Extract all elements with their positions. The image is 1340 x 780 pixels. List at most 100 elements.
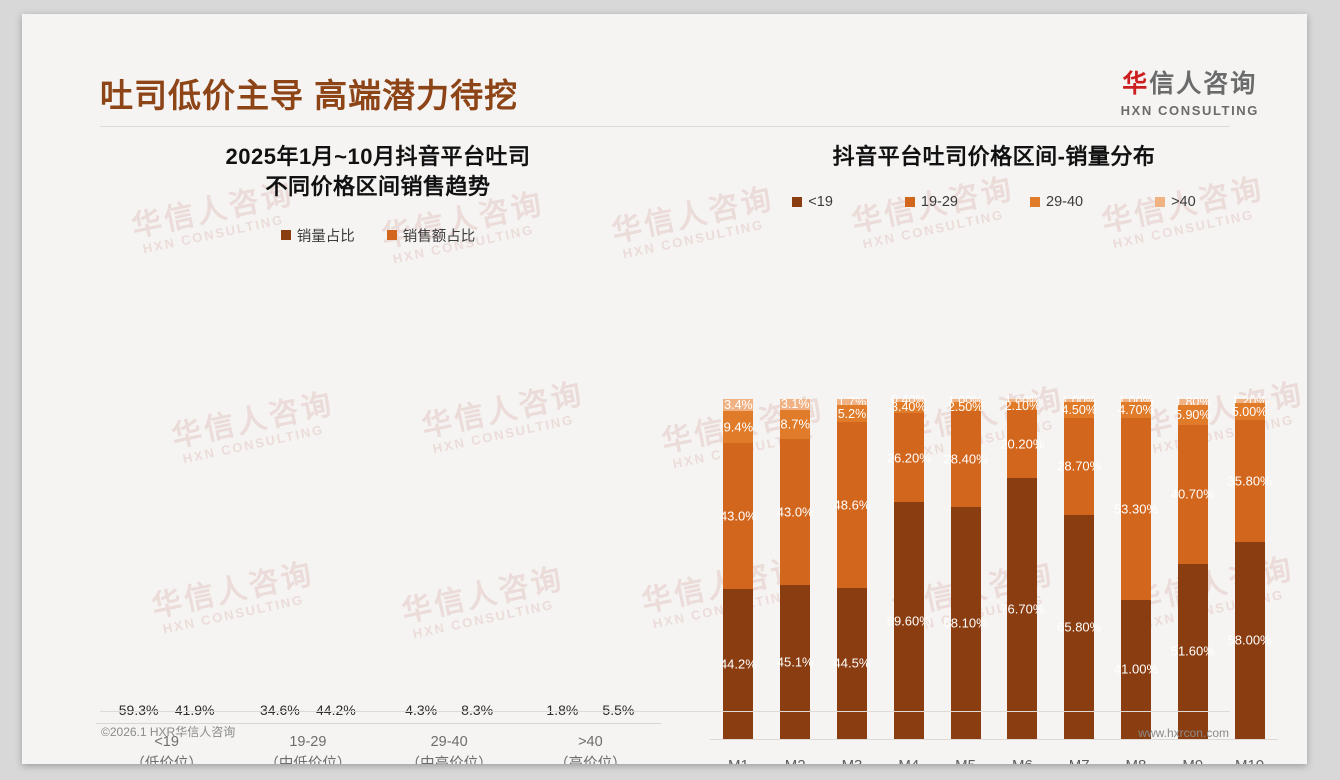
- segment-value-label: 3.1%: [780, 397, 810, 412]
- x-axis-label-range: 29-40: [430, 734, 468, 750]
- stacked-column: 1.80% 5.90% 40.70% 51.60%: [1164, 395, 1221, 739]
- segment-value-label: 68.10%: [943, 615, 988, 631]
- stacked-bar[interactable]: 3.4% 9.4% 43.0% 44.2%: [720, 397, 757, 739]
- x-axis-label: M1: [710, 757, 767, 764]
- legend-item->40[interactable]: >40: [1155, 194, 1196, 210]
- stack-segment->40[interactable]: 3.4%: [723, 397, 754, 412]
- slide-canvas: 华信人咨询 HXN CONSULTING 华信人咨询 HXN CONSULTING 华信…: [22, 14, 1307, 764]
- stacked-column: 1.7% 5.2% 48.6% 44.5%: [824, 395, 881, 739]
- stack-segment->40[interactable]: 3.1%: [780, 397, 811, 412]
- stack-segment-29-40[interactable]: 5.2%: [836, 404, 867, 423]
- x-axis-label-sub: （高价位）: [554, 755, 627, 764]
- stack-segment-<19[interactable]: 65.80%: [1057, 515, 1101, 739]
- stacked-bar[interactable]: 1.00% 4.50% 28.70% 65.80%: [1057, 394, 1101, 739]
- legend-item-29-40[interactable]: 29-40: [1030, 194, 1083, 210]
- stacked-bar[interactable]: 1.00% 2.50% 28.40% 68.10%: [944, 394, 988, 739]
- stack-segment-29-40[interactable]: 3.40%: [891, 400, 926, 414]
- stack-segment-19-29[interactable]: 43.0%: [720, 442, 757, 589]
- stack-segment-<19[interactable]: 44.2%: [720, 588, 757, 739]
- stacked-bar[interactable]: 1.80% 5.90% 40.70% 51.60%: [1171, 395, 1215, 739]
- bar-value-label: 41.9%: [174, 702, 215, 718]
- stack-segment-19-29[interactable]: 40.70%: [1171, 425, 1215, 564]
- stack-segment-29-40[interactable]: 2.50%: [947, 399, 984, 414]
- x-axis-label-sub: （中低价位）: [264, 755, 352, 764]
- x-axis-label: M8: [1108, 757, 1165, 764]
- stack-segment-<19[interactable]: 68.10%: [944, 507, 988, 739]
- stack-segment-<19[interactable]: 41.00%: [1114, 599, 1158, 739]
- right-chart-legend: <19 19-29 29-40 >40: [694, 194, 1294, 210]
- segment-value-label: 65.80%: [1057, 619, 1102, 635]
- x-axis-label: 19-29 （中低价位）: [237, 726, 378, 764]
- segment-value-label: 41.00%: [1113, 661, 1159, 677]
- right-chart-x-labels: M1M2M3M4M5M6M7M8M9M10: [710, 757, 1278, 764]
- stack-segment-<19[interactable]: 76.70%: [1000, 478, 1044, 739]
- bar-value-label: 4.3%: [405, 702, 438, 718]
- stack-segment-29-40[interactable]: 8.7%: [780, 409, 811, 440]
- legend-swatch-icon: [1155, 197, 1166, 208]
- x-axis-label: M5: [937, 757, 994, 764]
- stack-segment-19-29[interactable]: 43.0%: [777, 439, 814, 586]
- legend-item-销售额占比[interactable]: 销售额占比: [386, 225, 475, 246]
- stacked-column: 1.00% 2.10% 20.20% 76.70%: [994, 394, 1051, 739]
- stacked-bar[interactable]: 0.40% 3.40% 26.20% 69.60%: [887, 393, 931, 739]
- legend-item-<19[interactable]: <19: [792, 194, 833, 210]
- stacked-column: 0.40% 3.40% 26.20% 69.60%: [880, 393, 937, 739]
- right-chart-stacks: 3.4% 9.4% 43.0% 44.2% 3.1% 8.7% 43.0% 45.1% 1.7%…: [710, 393, 1278, 739]
- stacked-bar[interactable]: 1.00% 4.70% 53.30% 41.00%: [1114, 394, 1158, 739]
- x-axis-label: M2: [767, 757, 824, 764]
- stack-segment-<19[interactable]: 44.5%: [834, 587, 870, 739]
- stack-segment-29-40[interactable]: 4.50%: [1061, 402, 1097, 418]
- stack-segment-29-40[interactable]: 5.00%: [1232, 403, 1267, 421]
- stack-segment-<19[interactable]: 45.1%: [777, 585, 814, 739]
- page-title: 吐司低价主导 高端潜力待挖: [100, 77, 519, 114]
- segment-value-label: 26.20%: [886, 450, 931, 466]
- x-axis-label: M4: [880, 757, 937, 764]
- stacked-bar[interactable]: 1.20% 5.00% 35.80% 58.00%: [1228, 394, 1272, 739]
- stacked-column: 3.4% 9.4% 43.0% 44.2%: [710, 397, 767, 739]
- left-chart-title-line1: 2025年1月~10月抖音平台吐司: [225, 144, 531, 169]
- stack-segment-29-40[interactable]: 4.70%: [1118, 402, 1154, 419]
- stack-segment-19-29[interactable]: 48.6%: [834, 422, 870, 588]
- segment-value-label: 58.00%: [1227, 632, 1272, 648]
- stack-segment-29-40[interactable]: 2.10%: [1005, 399, 1040, 413]
- stack-segment-19-29[interactable]: 26.20%: [887, 413, 931, 503]
- stacked-bar[interactable]: 3.1% 8.7% 43.0% 45.1%: [777, 397, 814, 739]
- stack-segment-19-29[interactable]: 20.20%: [1000, 409, 1044, 479]
- x-axis-label: M9: [1164, 757, 1221, 764]
- segment-value-label: 3.4%: [724, 397, 753, 412]
- stack-segment-19-29[interactable]: 35.80%: [1228, 420, 1272, 542]
- segment-value-label: 43.0%: [719, 508, 757, 524]
- stack-segment-<19[interactable]: 58.00%: [1228, 541, 1272, 739]
- segment-value-label: 48.6%: [833, 497, 871, 513]
- stack-segment-<19[interactable]: 51.60%: [1171, 563, 1215, 739]
- stack-segment-29-40[interactable]: 9.4%: [723, 410, 754, 443]
- segment-value-label: 2.10%: [1004, 398, 1041, 413]
- segment-value-label: 44.2%: [719, 656, 757, 672]
- segment-value-label: 44.5%: [833, 655, 871, 671]
- segment-value-label: 20.20%: [1000, 436, 1045, 452]
- segment-value-label: 5.90%: [1175, 408, 1211, 423]
- stacked-column: 1.20% 5.00% 35.80% 58.00%: [1221, 394, 1278, 739]
- stacked-bar[interactable]: 1.00% 2.10% 20.20% 76.70%: [1000, 394, 1044, 739]
- segment-value-label: 4.70%: [1118, 403, 1154, 418]
- stack-segment-19-29[interactable]: 53.30%: [1114, 418, 1158, 600]
- legend-swatch-icon: [280, 230, 291, 241]
- right-chart-panel: 抖音平台吐司价格区间-销量分布 <19 19-29 29-40 >40 3.4% 9.4…: [694, 142, 1294, 764]
- stack-segment-19-29[interactable]: 28.70%: [1057, 417, 1101, 516]
- logo-chinese-rest: 信人咨询: [1149, 70, 1258, 98]
- segment-value-label: 28.70%: [1057, 458, 1102, 474]
- segment-value-label: 40.70%: [1170, 486, 1215, 502]
- stack-segment-29-40[interactable]: 5.90%: [1175, 405, 1211, 426]
- segment-value-label: 5.2%: [837, 406, 867, 421]
- x-axis-label: 29-40 （中高价位）: [379, 726, 520, 764]
- stack-segment-<19[interactable]: 69.60%: [887, 502, 931, 739]
- segment-value-label: 2.50%: [947, 399, 984, 414]
- left-chart-bar-groups: 59.3% 41.9% 34.6% 44.2% 4.3% 8.3% 1.8% 5.5%: [96, 385, 661, 723]
- legend-item-19-29[interactable]: 19-29: [904, 194, 958, 210]
- stacked-bar[interactable]: 1.7% 5.2% 48.6% 44.5%: [834, 395, 870, 739]
- stacked-column: 1.00% 4.50% 28.70% 65.80%: [1051, 394, 1108, 739]
- legend-swatch-icon: [1030, 197, 1040, 208]
- stack-segment-19-29[interactable]: 28.40%: [944, 410, 988, 508]
- legend-item-销量占比[interactable]: 销量占比: [280, 225, 355, 246]
- segment-value-label: 69.60%: [886, 613, 931, 629]
